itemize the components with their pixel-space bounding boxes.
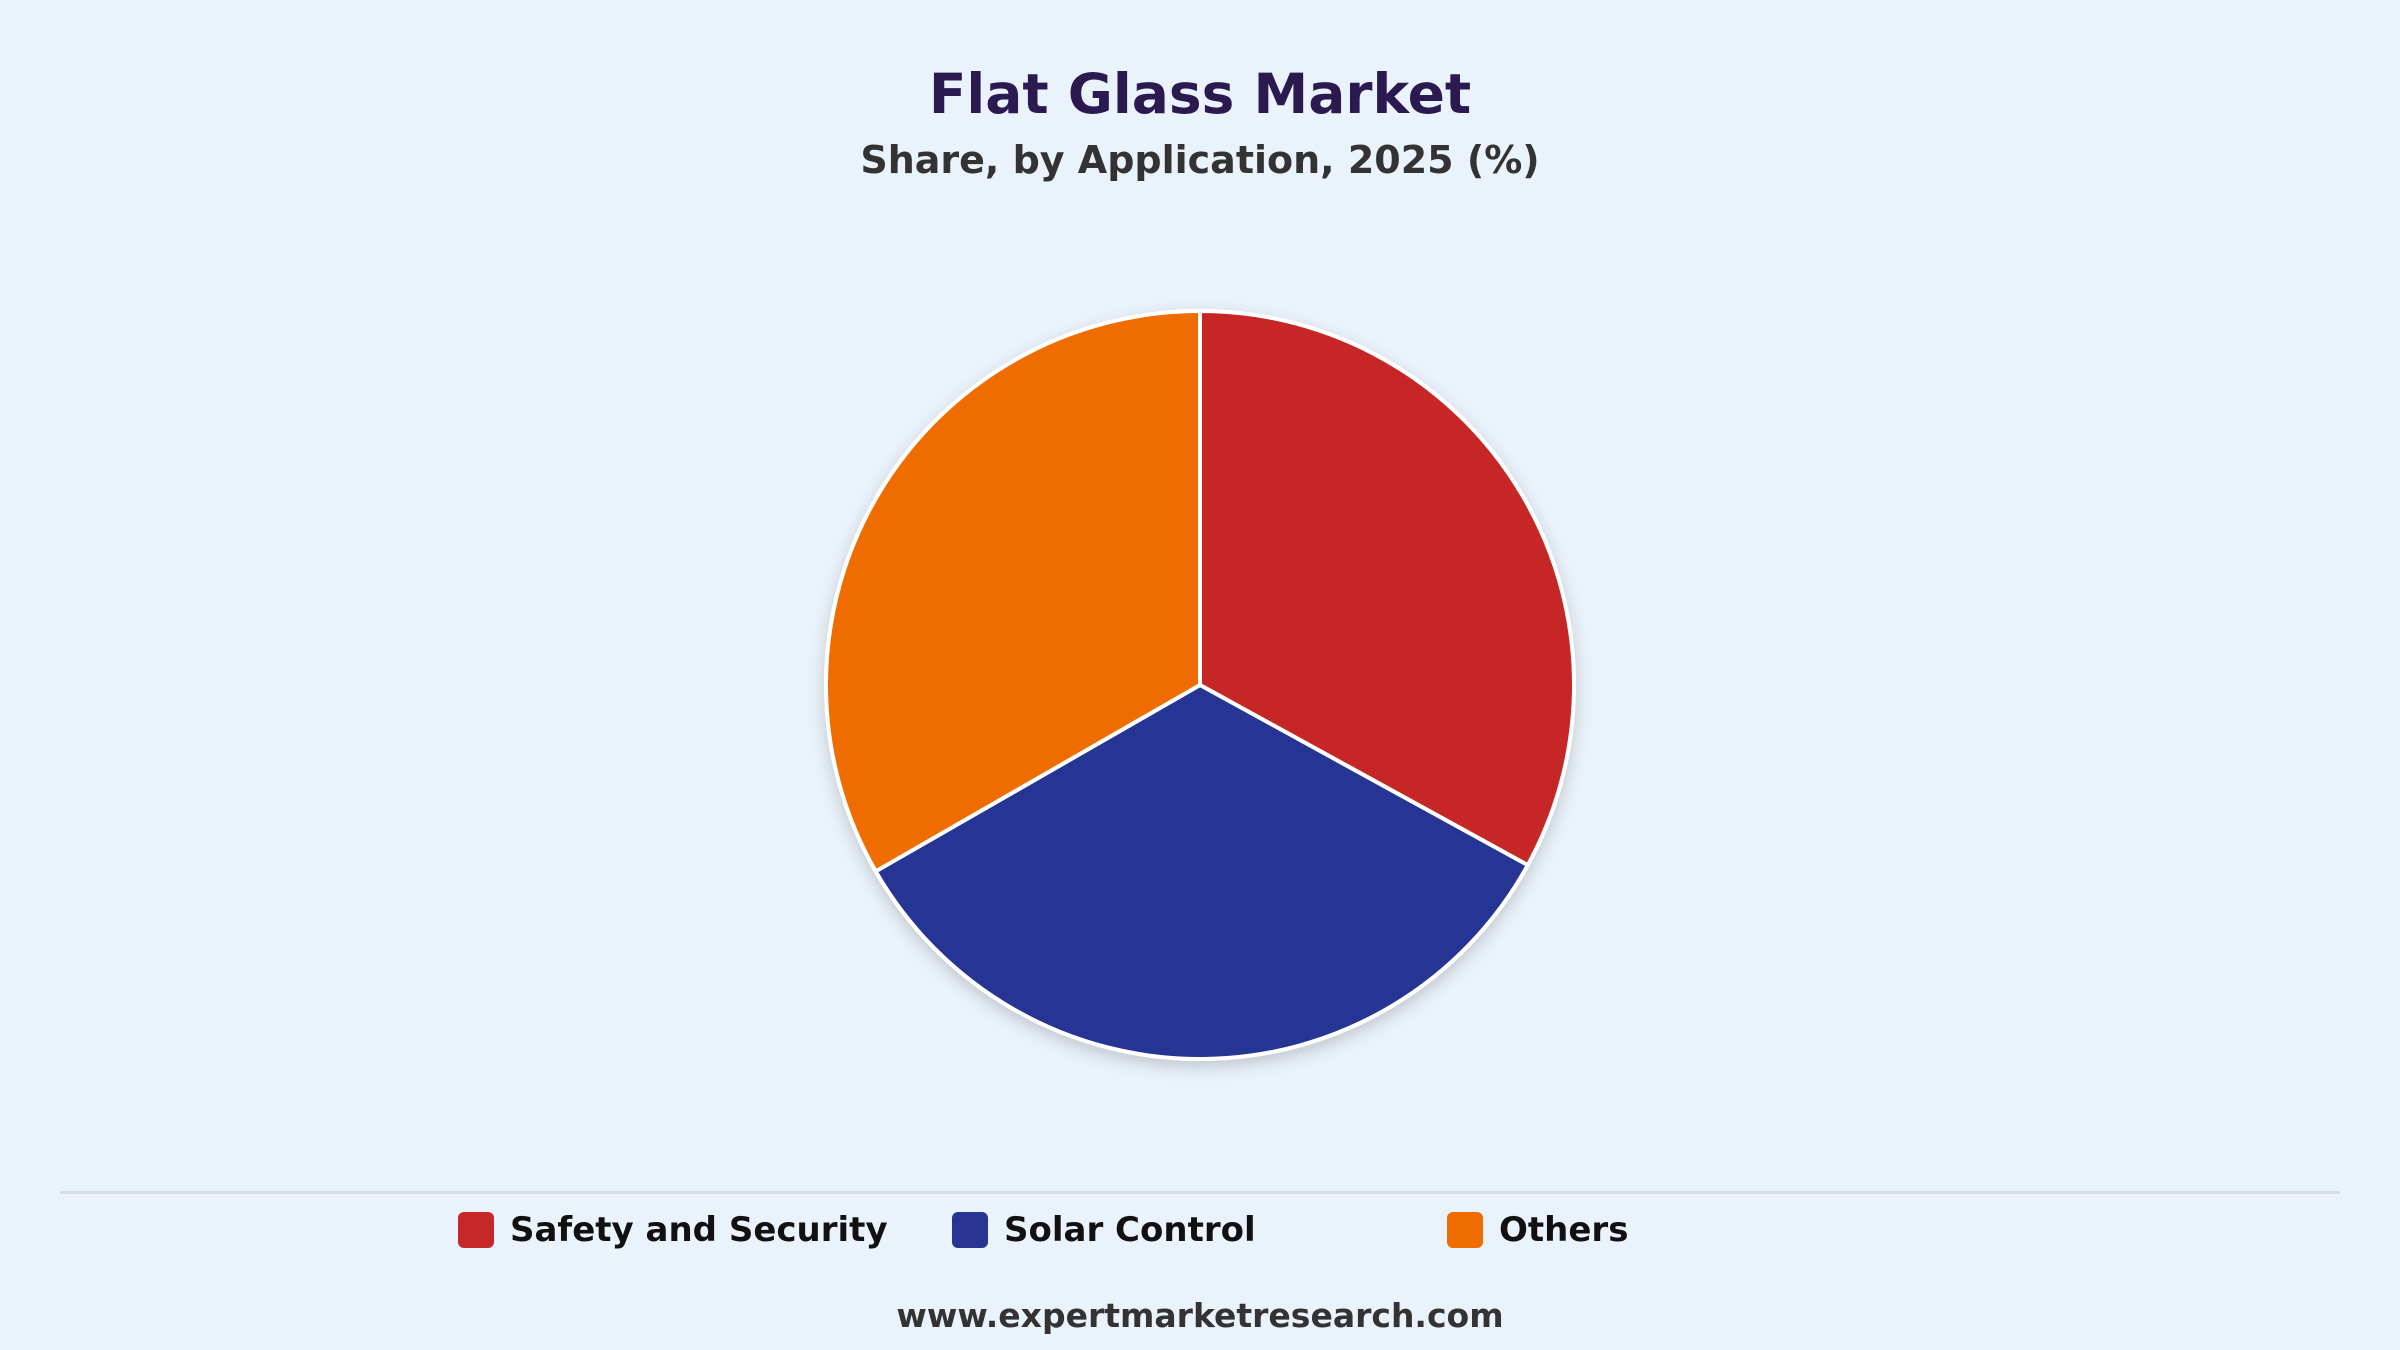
legend-swatch-solar-control bbox=[952, 1212, 988, 1248]
legend-divider bbox=[60, 1191, 2340, 1194]
legend-item-solar-control: Solar Control bbox=[952, 1208, 1256, 1252]
chart-subtitle: Share, by Application, 2025 (%) bbox=[860, 138, 1540, 182]
legend-label-others: Others bbox=[1499, 1210, 1629, 1250]
legend-swatch-others bbox=[1447, 1212, 1483, 1248]
chart-legend: Safety and Security Solar Control Others bbox=[0, 1208, 2400, 1252]
source-url: www.expertmarketresearch.com bbox=[896, 1296, 1504, 1335]
chart-title: Flat Glass Market bbox=[928, 62, 1472, 126]
legend-swatch-safety-and-security bbox=[458, 1212, 494, 1248]
pie-slice-others bbox=[824, 309, 1202, 874]
legend-item-others: Others bbox=[1447, 1208, 1628, 1252]
legend-item-safety-and-security: Safety and Security bbox=[458, 1208, 888, 1252]
legend-label-solar-control: Solar Control bbox=[1004, 1210, 1256, 1250]
legend-label-safety-and-security: Safety and Security bbox=[510, 1210, 888, 1250]
pie-slice-safety-and-security bbox=[1198, 309, 1576, 868]
